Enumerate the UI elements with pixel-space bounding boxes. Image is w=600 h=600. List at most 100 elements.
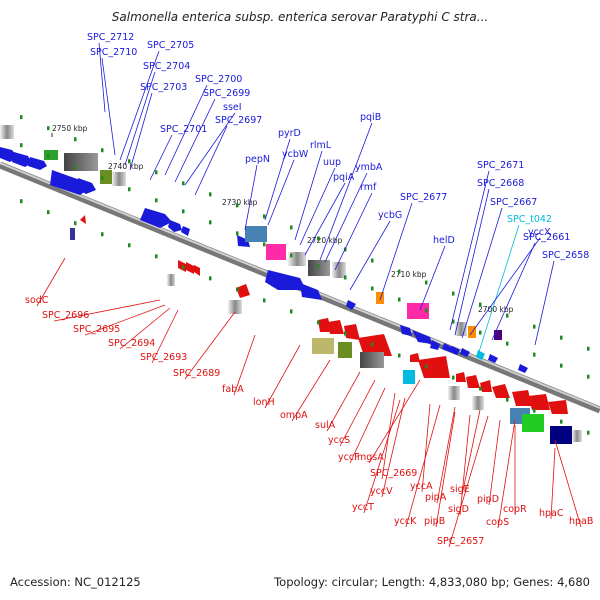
leader-line: [244, 164, 258, 231]
grid-dot: [317, 236, 320, 241]
gene-label[interactable]: SPC_2705: [147, 40, 194, 51]
gene-label[interactable]: mgsA: [357, 452, 384, 463]
gene-label[interactable]: SPC_t042: [507, 214, 552, 225]
reverse-boxes[interactable]: [70, 228, 582, 444]
leader-line: [119, 50, 160, 161]
gene-label[interactable]: SPC_2669: [370, 468, 417, 479]
gene-label[interactable]: SPC_2658: [542, 250, 589, 261]
grid-dot: [425, 364, 428, 369]
forward-genes[interactable]: [0, 147, 528, 373]
gene-label[interactable]: ycbG: [378, 210, 402, 221]
gene-label[interactable]: uup: [323, 157, 341, 168]
gene-label[interactable]: SPC_2704: [143, 61, 190, 72]
gene-label[interactable]: SPC_2712: [87, 32, 134, 43]
gene-label[interactable]: pqiB: [360, 112, 381, 123]
grid-dot: [587, 346, 590, 351]
top-strand-labels[interactable]: SPC_2712 SPC_2710 SPC_2705 SPC_2704 SPC_2703…: [87, 32, 589, 261]
gene-label[interactable]: ymbA: [355, 162, 383, 173]
grid-dot: [533, 408, 536, 413]
gene-label[interactable]: sulA: [315, 420, 336, 431]
grid-dot: [371, 342, 374, 347]
gene-label[interactable]: hpaB: [569, 516, 593, 527]
grid-dots: [20, 115, 590, 435]
gene-label[interactable]: SPC_2703: [140, 82, 187, 93]
kbp-tick-label: 2710 kbp: [391, 270, 427, 279]
gene-label[interactable]: SPC_2668: [477, 178, 524, 189]
gene-label[interactable]: copR: [503, 504, 527, 515]
gene-label[interactable]: SPC_2661: [523, 232, 570, 243]
leader-line: [459, 414, 471, 516]
gene-label[interactable]: ycbW: [282, 149, 309, 160]
leader-line: [461, 409, 481, 496]
gene-label[interactable]: SPC_2694: [108, 338, 155, 349]
leader-line: [264, 138, 291, 221]
gene-label[interactable]: lonH: [253, 397, 275, 408]
gene-label[interactable]: SPC_2657: [437, 536, 484, 547]
bottom-strand-labels[interactable]: sodC SPC_2696 SPC_2695 SPC_2694 SPC_2693 SPC_…: [25, 295, 593, 547]
leader-line: [264, 344, 301, 409]
leader-line: [436, 406, 456, 504]
gene-label[interactable]: SPC_2667: [490, 197, 537, 208]
gene-label[interactable]: SPC_2710: [90, 47, 137, 58]
leader-line: [299, 167, 336, 246]
gene-label[interactable]: SPC_2695: [73, 324, 120, 335]
grid-dot: [425, 308, 428, 313]
gene-label[interactable]: fabA: [222, 384, 244, 395]
gene-label[interactable]: pyrD: [278, 128, 301, 139]
gene-label[interactable]: sigE: [450, 484, 470, 495]
gene-label[interactable]: copS: [486, 517, 509, 528]
grid-dot: [317, 320, 320, 325]
gene-label[interactable]: yccF: [338, 452, 360, 463]
gene-label[interactable]: pipD: [477, 494, 499, 505]
leader-line: [435, 411, 456, 528]
leader-line: [368, 379, 421, 464]
grid-dot: [74, 221, 77, 226]
grid-dot: [479, 302, 482, 307]
reverse-genes[interactable]: [80, 215, 568, 414]
gene-label[interactable]: yccS: [328, 435, 350, 446]
gene-label[interactable]: SPC_2677: [400, 192, 447, 203]
gene-arrow: [512, 390, 532, 406]
gene-label[interactable]: rlmL: [310, 140, 332, 151]
gene-label[interactable]: rmf: [360, 182, 377, 193]
highlight-gene[interactable]: [476, 350, 485, 360]
gene-arrow: [442, 343, 452, 352]
gene-label[interactable]: SPC_2696: [42, 310, 89, 321]
grid-dot: [20, 199, 23, 204]
grid-dot: [425, 280, 428, 285]
leader-line: [349, 387, 386, 464]
gene-label[interactable]: SPC_2700: [195, 74, 242, 85]
gene-label[interactable]: SPC_2689: [173, 368, 220, 379]
gene-label[interactable]: SPC_2699: [203, 88, 250, 99]
gene-arrow: [346, 300, 356, 310]
grid-dot: [20, 115, 23, 120]
gene-label[interactable]: pepN: [245, 154, 270, 165]
gene-label[interactable]: hpaC: [539, 508, 564, 519]
gene-label[interactable]: SPC_2701: [160, 124, 207, 135]
gene-arrow: [265, 270, 306, 290]
gene-arrow: [12, 152, 32, 167]
gene-label[interactable]: pqiA: [333, 172, 355, 183]
gene-label[interactable]: yccK: [394, 516, 417, 527]
gene-label[interactable]: sigD: [448, 504, 469, 515]
gene-label[interactable]: sodC: [25, 295, 49, 306]
gene-label[interactable]: pipA: [425, 492, 447, 503]
grid-dot: [344, 331, 347, 336]
gene-label[interactable]: helD: [433, 235, 455, 246]
grid-dot: [506, 313, 509, 318]
gene-label[interactable]: SPC_2693: [140, 352, 187, 363]
gene-label[interactable]: pipB: [424, 516, 445, 527]
grid-dot: [74, 137, 77, 142]
gene-arrow: [430, 340, 440, 350]
gene-label[interactable]: ompA: [280, 410, 308, 421]
gene-label[interactable]: yccX: [528, 227, 551, 238]
gene-label[interactable]: SPC_2697: [215, 115, 262, 126]
gene-label[interactable]: yccA: [410, 481, 433, 492]
gene-label[interactable]: yccT: [352, 502, 374, 513]
gene-label[interactable]: sseI: [223, 102, 242, 113]
kbp-tick-label: 2700 kbp: [478, 305, 514, 314]
gene-label[interactable]: yccV: [370, 486, 393, 497]
grid-dot: [155, 254, 158, 259]
gene-label[interactable]: SPC_2671: [477, 160, 524, 171]
